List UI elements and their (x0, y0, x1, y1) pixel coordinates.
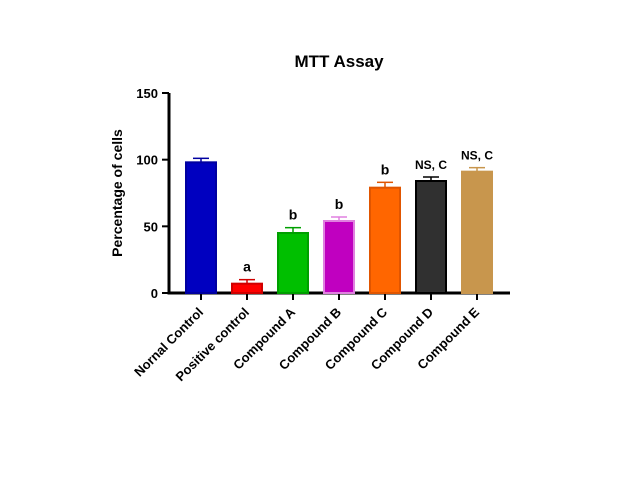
bars-group (185, 157, 493, 295)
chart-title: MTT Assay (294, 52, 384, 71)
bar (277, 232, 309, 294)
bar-annotation: NS, C (415, 158, 447, 172)
bar (185, 161, 217, 294)
bar-annotation: b (335, 196, 344, 212)
bar-annotation: a (243, 259, 251, 275)
bar (323, 220, 355, 294)
bar (415, 180, 447, 294)
bar-annotation: b (289, 207, 298, 223)
bar (231, 282, 263, 294)
y-axis-label: Percentage of cells (109, 129, 125, 257)
y-tick-label: 100 (136, 153, 158, 168)
y-tick-label: 150 (136, 86, 158, 101)
y-tick-label: 50 (144, 219, 158, 234)
y-tick-label: 0 (151, 286, 158, 301)
bar (461, 170, 493, 295)
bar (369, 186, 401, 295)
bar-annotation: NS, C (461, 149, 493, 163)
bar-annotation: b (381, 161, 390, 177)
